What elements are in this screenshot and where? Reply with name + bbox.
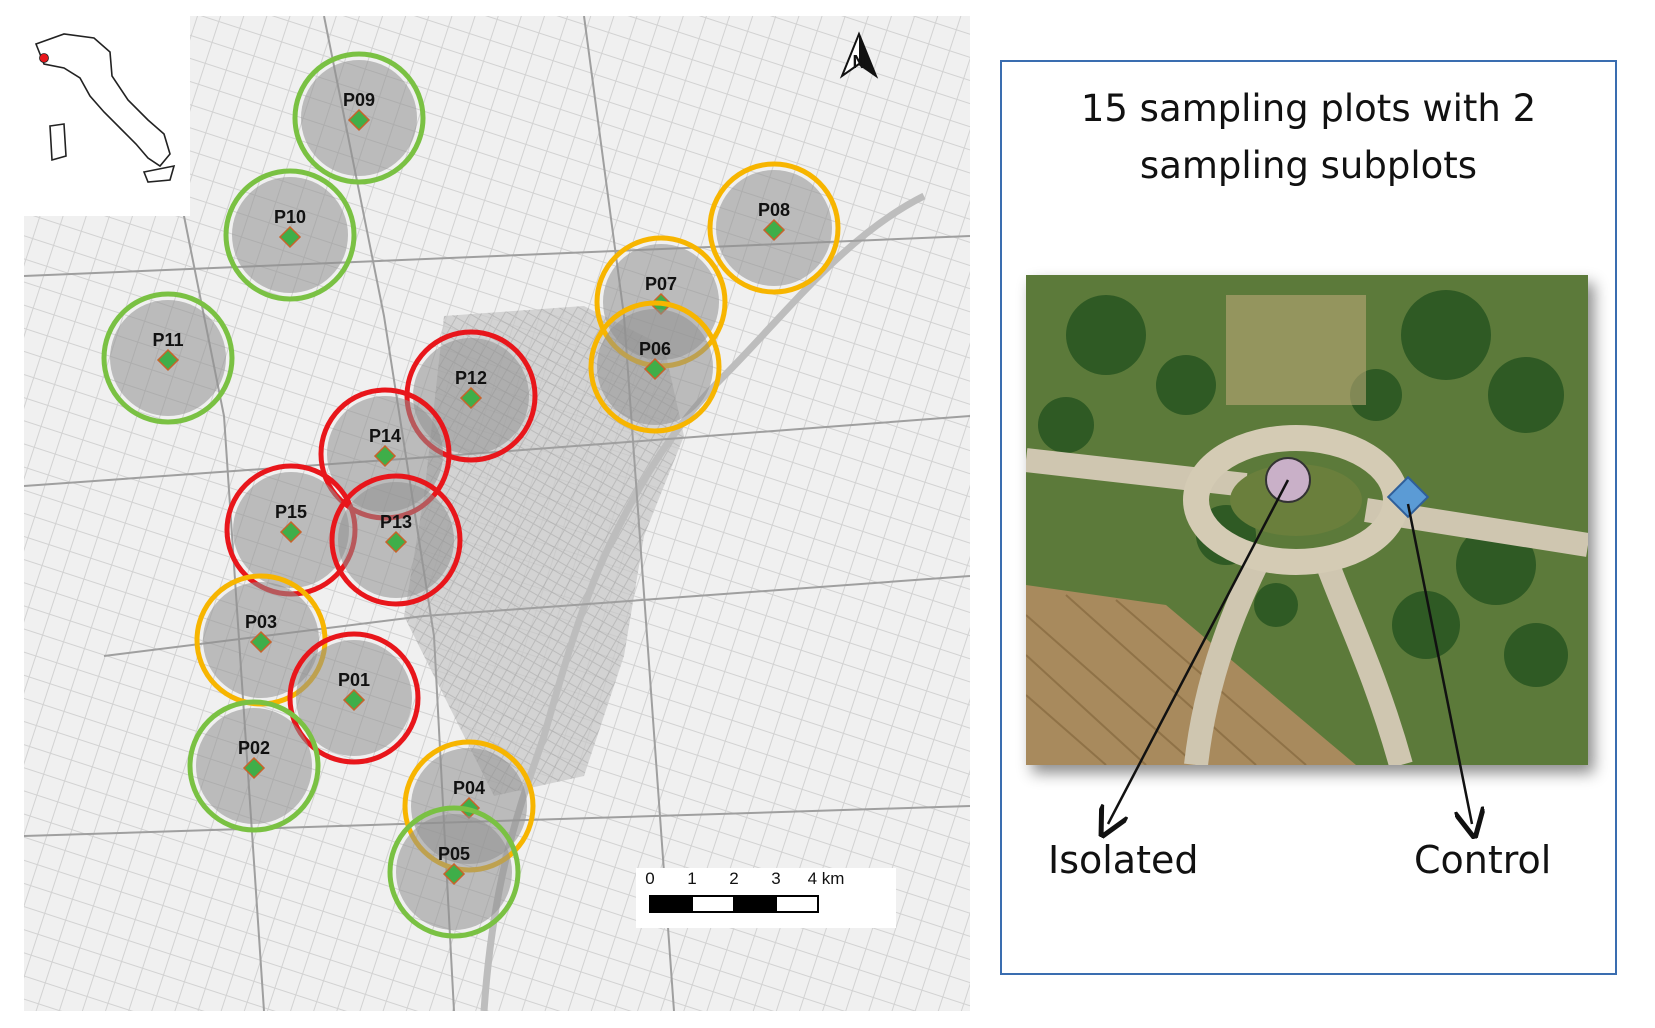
plot-buffer-ring	[287, 631, 421, 765]
scale-segment	[649, 895, 693, 913]
sampling-plot-p13: P13	[329, 473, 463, 607]
isolated-subplot-marker	[1265, 457, 1311, 503]
plot-marker-icon	[342, 688, 366, 712]
plot-marker-icon	[249, 630, 273, 654]
plot-marker-icon	[242, 756, 266, 780]
plot-buffer-ring	[588, 300, 722, 434]
plot-label: P14	[369, 426, 401, 446]
plot-label: P10	[274, 207, 306, 227]
sampling-plot-p14: P14	[318, 387, 452, 521]
plot-buffer-ring	[187, 699, 321, 833]
plot-label: P04	[453, 778, 485, 798]
plot-label: P06	[639, 339, 671, 359]
plot-buffer-ring	[101, 291, 235, 425]
plot-label: P02	[238, 738, 270, 758]
plot-marker-icon	[762, 218, 786, 242]
plot-buffer-ring	[292, 51, 426, 185]
sampling-plot-p01: P01	[287, 631, 421, 765]
aerial-photo	[1026, 275, 1588, 765]
sardinia-outline	[49, 123, 67, 162]
plot-buffer-ring	[387, 805, 521, 939]
plots-layer: P09 P10 P11 P08 P07 P06 P12 P14 P15 P13 P03 P01 P02 P…	[101, 51, 841, 939]
plot-label: P08	[758, 200, 790, 220]
scale-bar: 0 1 2 3 4 km	[645, 869, 845, 913]
sampling-plot-p03: P03	[194, 573, 328, 707]
scale-segment	[733, 895, 777, 913]
plot-buffer-ring	[329, 473, 463, 607]
sampling-plot-p10: P10	[223, 168, 357, 302]
plot-marker-icon	[643, 357, 667, 381]
north-arrow-icon	[839, 31, 879, 79]
plot-label: P07	[645, 274, 677, 294]
plot-marker-icon	[373, 444, 397, 468]
scale-tick-label: 4 km	[808, 869, 845, 888]
plot-label: P03	[245, 612, 277, 632]
subplot-panel: 15 sampling plots with 2 sampling subplo…	[1000, 60, 1617, 975]
scale-tick-label: 2	[729, 869, 738, 888]
sampling-plot-p09: P09	[292, 51, 426, 185]
plot-marker-icon	[459, 386, 483, 410]
sampling-plot-p02: P02	[187, 699, 321, 833]
plot-label: P13	[380, 512, 412, 532]
plot-buffer-ring	[223, 168, 357, 302]
plot-label: P15	[275, 502, 307, 522]
italy-outline	[34, 33, 171, 168]
scale-segment	[775, 895, 819, 913]
scale-tick-label: 3	[771, 869, 780, 888]
plot-marker-icon	[442, 862, 466, 886]
sampling-plot-p11: P11	[101, 291, 235, 425]
plot-label: P12	[455, 368, 487, 388]
sampling-plot-p15: P15	[224, 463, 358, 597]
scale-tick-label: 1	[687, 869, 696, 888]
location-dot	[39, 53, 49, 63]
plot-buffer-ring	[707, 161, 841, 295]
plot-marker-icon	[347, 108, 371, 132]
plot-label: P09	[343, 90, 375, 110]
sampling-plot-p06: P06	[588, 300, 722, 434]
plot-marker-icon	[279, 520, 303, 544]
plot-label: P11	[152, 330, 183, 350]
sicily-outline	[142, 164, 176, 183]
sampling-plot-p05: P05	[387, 805, 521, 939]
sampling-plot-p08: P08	[707, 161, 841, 295]
plot-marker-icon	[156, 348, 180, 372]
control-label: Control	[1414, 838, 1552, 882]
scale-tick-label: 0	[645, 869, 654, 888]
scale-segment	[691, 895, 735, 913]
map-panel: N P09 P10 P11 P08 P07 P06 P12 P14 P15 P13 P03 P01 P0…	[24, 16, 970, 1011]
panel-title: 15 sampling plots with 2 sampling subplo…	[1080, 87, 1537, 187]
plot-marker-icon	[384, 530, 408, 554]
plot-label: P01	[338, 670, 370, 690]
isolated-label: Isolated	[1048, 838, 1199, 882]
plot-marker-icon	[278, 225, 302, 249]
plot-label: P05	[438, 844, 470, 864]
open-ground	[1226, 295, 1366, 405]
north-arrow-label: N	[853, 52, 866, 72]
